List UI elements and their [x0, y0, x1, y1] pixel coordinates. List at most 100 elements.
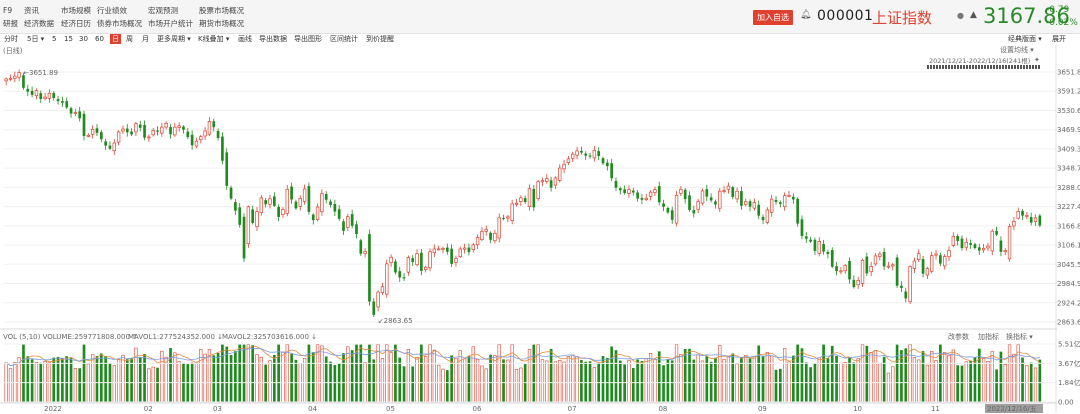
menu-item-market-size[interactable]: 市场规模 — [61, 6, 91, 15]
volume-bar-up — [376, 344, 380, 403]
candle-body-down — [939, 255, 942, 264]
tb-layout[interactable]: 经典版面 ▾ — [1008, 35, 1042, 43]
price-tick-label: 2984.92 — [1057, 280, 1080, 288]
candle-body-down — [65, 101, 69, 108]
range-bar-tick — [972, 65, 974, 69]
volume-bar-down — [549, 348, 553, 402]
tb-price-alert[interactable]: 到价提醒 — [366, 35, 394, 43]
tb-15min[interactable]: 15 — [64, 35, 73, 43]
time-axis: 2022 02 03 04 05 06 07 08 09 10 11 2022/12/16/五 — [0, 402, 1057, 413]
edit-params-button[interactable]: 改参数 — [948, 332, 969, 341]
tb-export-image[interactable]: 导出图形 — [294, 35, 322, 43]
menu-item-macro-forecast[interactable]: 宏观预测 — [148, 6, 178, 15]
tb-monthly[interactable]: 月 — [142, 35, 149, 43]
volume-bar-up — [17, 357, 21, 403]
candle-body-up — [423, 266, 428, 270]
candle-body-up — [964, 241, 969, 248]
volume-axis: 5.51亿 3.67亿 1.84亿 0.00 — [4, 340, 1080, 407]
tb-daily[interactable]: 日 — [110, 34, 121, 44]
candle-body-up — [458, 248, 462, 258]
add-indicator-button[interactable]: 加指标 — [978, 332, 999, 341]
tb-range-stats[interactable]: 区间统计 — [330, 35, 358, 43]
status-dot-icon: ● — [957, 11, 964, 20]
volume-bar-up — [917, 359, 921, 403]
volume-bar-up — [519, 367, 523, 403]
menu-item-bond-overview[interactable]: 债券市场概况 — [97, 19, 142, 28]
candle-body-down — [69, 108, 73, 114]
candle-body-down — [865, 256, 869, 274]
tb-draw-line[interactable]: 画线 — [238, 35, 252, 43]
bell-icon[interactable]: 🔔︎ — [800, 10, 812, 20]
candle-body-down — [774, 199, 778, 203]
volume-bar-down — [995, 369, 998, 402]
menu-item-econ-calendar[interactable]: 经济日历 — [61, 19, 91, 28]
tb-30min[interactable]: 30 — [79, 35, 88, 43]
index-name: 上证指数 — [872, 9, 933, 27]
menu-item-industry-perf[interactable]: 行业绩效 — [97, 6, 127, 15]
candle-body-down — [26, 88, 30, 92]
tb-expand[interactable]: 展开 — [1052, 35, 1066, 43]
range-bar-tick — [933, 65, 935, 69]
kline-chart[interactable]: (日线) 设置均线 ▾ 2021/12/21-2022/12/16(241根) … — [0, 44, 1080, 414]
menu-item-research[interactable]: 研报 — [3, 19, 18, 28]
volume-bar-down — [65, 356, 69, 402]
menu-item-futures-overview[interactable]: 期货市场概况 — [199, 19, 244, 28]
up-arrow-icon[interactable]: ▲ — [970, 10, 977, 20]
menu-item-stock-overview[interactable]: 股票市场概况 — [199, 6, 244, 15]
candle-body-down — [597, 151, 601, 157]
candle-body-up — [891, 264, 895, 267]
volume-bar-down — [580, 360, 583, 402]
candle-body-down — [900, 285, 903, 288]
volume-bar-down — [882, 356, 886, 402]
volume-bar-down — [709, 361, 713, 402]
volume-bar-down — [848, 357, 851, 402]
volume-bar-up — [173, 352, 177, 403]
volume-bar-up — [722, 359, 726, 403]
candle-body-down — [852, 279, 856, 288]
tb-export-data[interactable]: 导出数据 — [259, 35, 287, 43]
volume-bar-down — [614, 350, 618, 402]
tb-5min[interactable]: 5 — [52, 35, 57, 43]
volume-bar-down — [895, 344, 899, 402]
volume-bar-down — [597, 362, 601, 402]
tb-60min[interactable]: 60 — [95, 35, 104, 43]
tb-kline-overlay[interactable]: K线叠加 ▾ — [198, 35, 230, 43]
month-label: 2022 — [44, 405, 62, 413]
menu-item-account-stats[interactable]: 市场开户统计 — [148, 19, 193, 28]
candle-body-up — [860, 260, 865, 284]
menu-item-f9[interactable]: F9 — [3, 6, 13, 15]
volume-bar-down — [333, 364, 337, 402]
menu-item-news[interactable]: 资讯 — [24, 6, 39, 15]
candle-body-up — [151, 129, 155, 136]
tb-weekly[interactable]: 周 — [126, 35, 133, 43]
volume-bar-down — [52, 357, 56, 402]
candle-body-up — [1003, 250, 1007, 253]
range-bar-tick — [993, 65, 995, 69]
add-watchlist-button[interactable]: 加入自选 — [753, 10, 793, 25]
chart-background — [0, 44, 1080, 414]
tb-intraday[interactable]: 分时 — [4, 35, 18, 43]
volume-bar-down — [809, 367, 812, 402]
candle-body-down — [532, 189, 536, 208]
ma-settings-button[interactable]: 设置均线 ▾ — [1000, 45, 1034, 54]
candle-body-up — [164, 122, 168, 128]
candle-body-up — [873, 255, 878, 265]
volume-bar-down — [125, 359, 129, 402]
volume-bar-down — [61, 358, 64, 402]
tb-5day[interactable]: 5日 ▾ — [27, 35, 45, 43]
tb-more-periods[interactable]: 更多周期 ▾ — [157, 35, 191, 43]
volume-bar-up — [627, 360, 631, 403]
candle-body-up — [878, 253, 882, 257]
volume-bar-down — [631, 367, 635, 402]
price-tick-label: 3106.19 — [1057, 242, 1080, 250]
candle-body-down — [104, 141, 107, 146]
candle-body-down — [605, 162, 609, 167]
volume-bar-up — [571, 354, 575, 403]
switch-indicator-button[interactable]: 换指标 ▾ — [1006, 332, 1033, 341]
volume-bar-down — [921, 351, 925, 402]
candle-body-up — [575, 150, 579, 156]
pin-icon[interactable]: ✦ — [1034, 56, 1040, 64]
candle-body-up — [990, 230, 994, 252]
menu-item-econ-data[interactable]: 经济数据 — [24, 19, 54, 28]
candle-body-down — [355, 224, 358, 235]
